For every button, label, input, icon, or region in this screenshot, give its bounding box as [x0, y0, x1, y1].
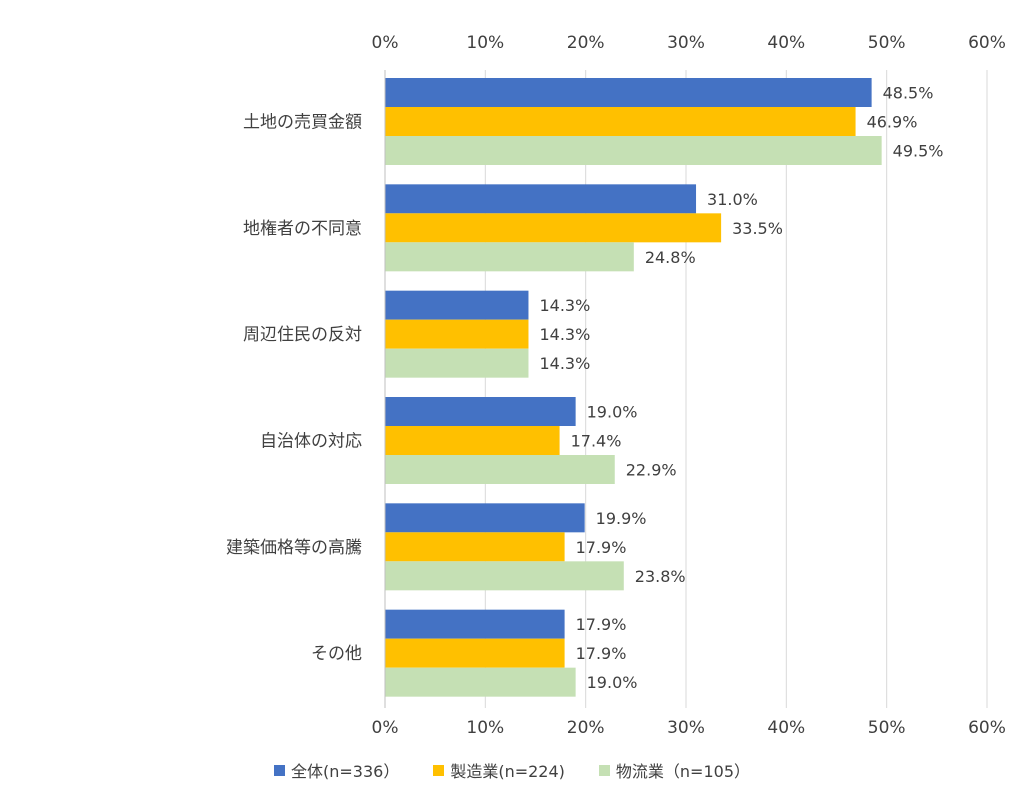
x-tick-label: 60% [968, 33, 1006, 53]
category-label: その他 [311, 644, 362, 664]
data-label: 17.9% [576, 644, 627, 663]
data-label: 17.9% [576, 538, 627, 557]
bar [385, 136, 882, 165]
x-tick-label: 0% [372, 33, 399, 53]
data-label: 17.9% [576, 615, 627, 634]
x-tick-label: 30% [667, 33, 705, 53]
bar [385, 319, 529, 349]
legend-item-logistics: 物流業（n=105） [598, 758, 750, 782]
x-tick-label: 20% [567, 718, 605, 738]
x-tick-label: 40% [767, 718, 805, 738]
data-label: 19.9% [596, 509, 647, 528]
bar [385, 348, 529, 378]
bar [385, 609, 565, 639]
x-tick-label: 50% [868, 33, 906, 53]
bar [385, 184, 697, 214]
legend-swatch-manufacturing [433, 764, 445, 776]
category-label: 土地の売買金額 [243, 113, 362, 133]
data-label: 14.3% [539, 325, 590, 344]
bar [385, 455, 615, 484]
x-tick-label: 20% [567, 33, 605, 53]
x-tick-label: 0% [372, 718, 399, 738]
x-tick-label: 30% [667, 718, 705, 738]
x-tick-label: 40% [767, 33, 805, 53]
bar [385, 667, 576, 697]
bar [385, 290, 529, 320]
bar [385, 503, 585, 533]
category-label: 建築価格等の高騰 [226, 538, 362, 558]
data-label: 22.9% [626, 461, 677, 480]
data-label: 24.8% [645, 248, 696, 267]
bar [385, 561, 624, 591]
data-label: 17.4% [571, 432, 622, 451]
data-label: 14.3% [539, 296, 590, 315]
data-label: 33.5% [732, 219, 783, 238]
data-label: 48.5% [883, 84, 934, 103]
data-label: 19.0% [587, 673, 638, 692]
data-label: 31.0% [707, 190, 758, 209]
legend-label-logistics: 物流業（n=105） [615, 762, 750, 781]
legend-item-all: 全体(n=336） [273, 758, 400, 782]
bar [385, 532, 565, 562]
legend-item-manufacturing: 製造業(n=224) [433, 758, 565, 782]
data-label: 14.3% [539, 354, 590, 373]
data-label: 46.9% [867, 113, 918, 132]
category-label: 地権者の不同意 [243, 219, 362, 239]
legend-label-all: 全体(n=336） [290, 762, 400, 781]
legend-swatch-logistics [598, 764, 610, 776]
legend: 全体(n=336） 製造業(n=224) 物流業（n=105） [0, 758, 1024, 782]
x-tick-label: 10% [466, 718, 504, 738]
category-label: 周辺住民の反対 [243, 325, 362, 345]
bar [385, 242, 634, 272]
bar [385, 638, 565, 668]
x-tick-label: 50% [868, 718, 906, 738]
x-tick-label: 10% [466, 33, 504, 53]
bar [385, 213, 722, 243]
data-label: 19.0% [587, 403, 638, 422]
data-label: 49.5% [893, 142, 944, 161]
data-label: 23.8% [635, 567, 686, 586]
x-tick-label: 60% [968, 718, 1006, 738]
bar [385, 78, 872, 107]
bar [385, 397, 576, 426]
bar [385, 426, 560, 455]
legend-swatch-all [273, 764, 285, 776]
bar [385, 107, 856, 136]
legend-label-manufacturing: 製造業(n=224) [450, 762, 565, 781]
category-label: 自治体の対応 [260, 432, 362, 452]
